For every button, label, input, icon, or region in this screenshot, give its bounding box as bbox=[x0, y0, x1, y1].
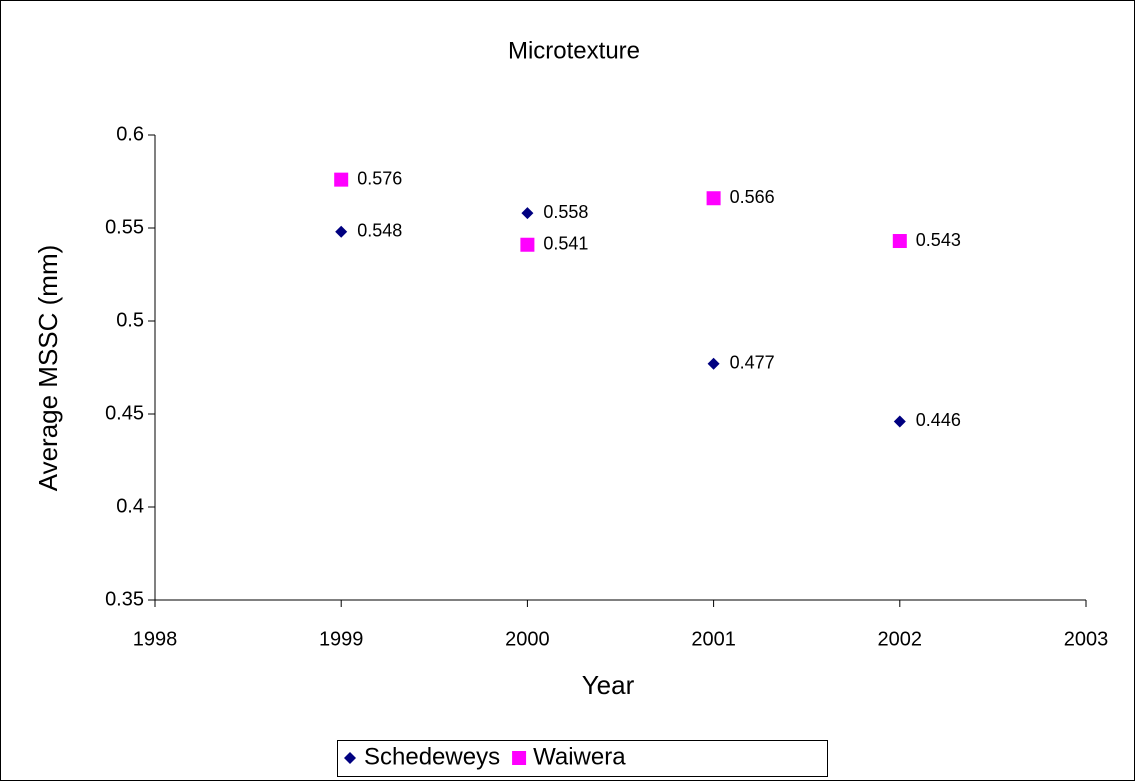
point bbox=[335, 225, 348, 238]
point bbox=[706, 191, 721, 206]
x-tick-label: 2001 bbox=[691, 628, 736, 650]
point bbox=[334, 172, 349, 187]
data-label: 0.543 bbox=[916, 230, 961, 250]
data-label: 0.566 bbox=[730, 187, 775, 207]
point bbox=[892, 234, 907, 249]
chart-title: Microtexture bbox=[508, 37, 640, 64]
data-label: 0.477 bbox=[730, 353, 775, 373]
data-label: 0.576 bbox=[357, 168, 402, 188]
legend-label: Schedeweys bbox=[364, 743, 500, 770]
point bbox=[520, 237, 535, 252]
legend-marker bbox=[344, 752, 356, 764]
y-tick-label: 0.35 bbox=[105, 588, 144, 610]
data-label: 0.558 bbox=[543, 202, 588, 222]
y-axis-label: Average MSSC (mm) bbox=[33, 245, 63, 492]
point bbox=[707, 357, 720, 370]
x-tick-label: 1998 bbox=[133, 628, 178, 650]
x-tick-label: 2003 bbox=[1064, 628, 1109, 650]
y-tick-label: 0.6 bbox=[116, 123, 144, 145]
x-tick-label: 2002 bbox=[878, 628, 923, 650]
point bbox=[521, 207, 534, 220]
y-tick-label: 0.4 bbox=[116, 495, 144, 517]
data-label: 0.548 bbox=[357, 220, 402, 240]
y-tick-label: 0.55 bbox=[105, 216, 144, 238]
x-tick-label: 2000 bbox=[505, 628, 550, 650]
x-tick-label: 1999 bbox=[319, 628, 364, 650]
legend-label: Waiwera bbox=[533, 743, 626, 770]
x-axis-label: Year bbox=[582, 670, 635, 700]
data-label: 0.541 bbox=[543, 233, 588, 253]
point bbox=[893, 415, 906, 428]
y-tick-label: 0.5 bbox=[116, 309, 144, 331]
legend-box bbox=[337, 740, 828, 777]
data-label: 0.446 bbox=[916, 410, 961, 430]
y-tick-label: 0.45 bbox=[105, 402, 144, 424]
legend-marker bbox=[512, 751, 527, 765]
